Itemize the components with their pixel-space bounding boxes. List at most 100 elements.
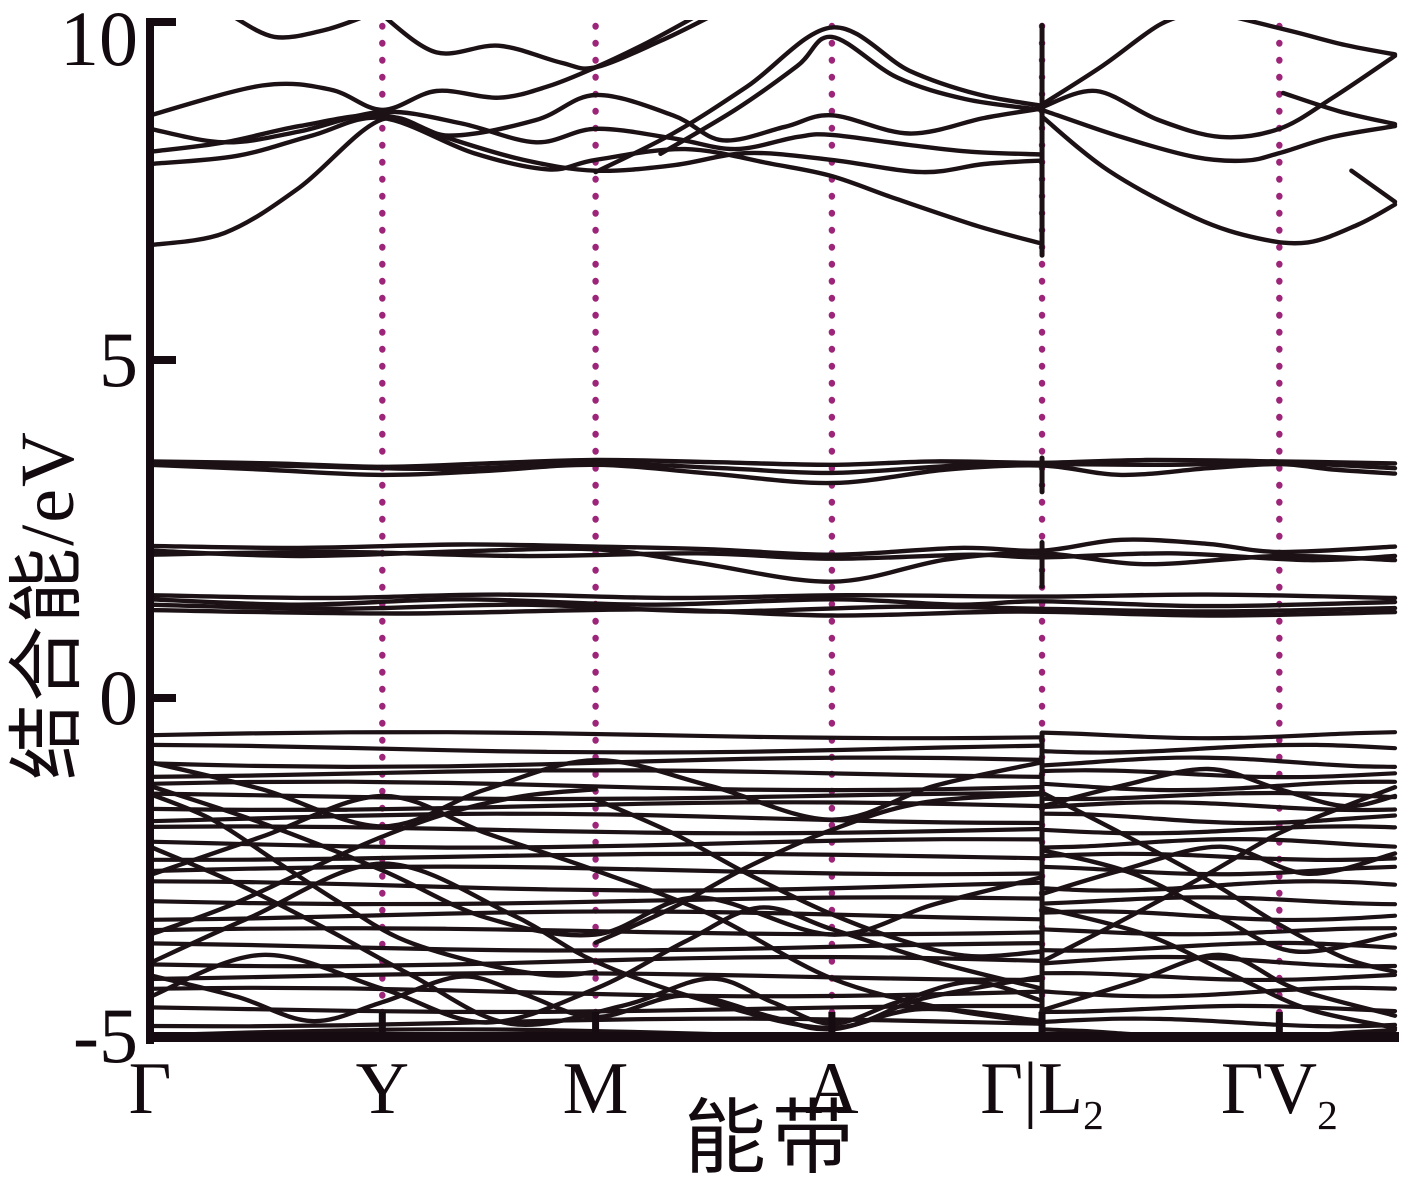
band-curve bbox=[384, 20, 709, 71]
band-curve bbox=[147, 895, 1045, 907]
band-curve bbox=[147, 811, 1045, 826]
y-tick-mark bbox=[154, 694, 176, 702]
band-curve bbox=[147, 592, 1398, 601]
y-tick-label: 10 bbox=[60, 0, 138, 82]
y-tick-label: -5 bbox=[73, 992, 138, 1079]
band-curve bbox=[234, 20, 362, 40]
band-curve bbox=[147, 460, 1398, 476]
band-curve bbox=[147, 909, 1045, 922]
y-tick-mark bbox=[154, 356, 176, 364]
band-curve bbox=[1039, 940, 1398, 953]
band-curve bbox=[147, 92, 1045, 248]
y-tick-mark bbox=[154, 1032, 176, 1040]
band-curve bbox=[147, 790, 1045, 802]
band-curve bbox=[1039, 779, 1398, 793]
band-curve bbox=[1039, 790, 1398, 802]
band-curve bbox=[147, 879, 1045, 893]
band-curve bbox=[1039, 53, 1398, 140]
band-curve bbox=[1039, 837, 1398, 850]
x-tick-label: M bbox=[562, 1048, 629, 1130]
band-curve bbox=[147, 970, 1045, 983]
band-curve bbox=[1039, 755, 1398, 769]
band-curve bbox=[147, 985, 1045, 999]
x-tick-mark bbox=[1275, 1012, 1283, 1032]
axes bbox=[146, 18, 1399, 1044]
band-curve bbox=[1039, 1016, 1398, 1029]
x-tick-mark bbox=[378, 1012, 386, 1032]
band-curve bbox=[1280, 90, 1398, 127]
band-curve bbox=[147, 549, 1398, 563]
band-curve bbox=[1039, 879, 1398, 893]
band-curve bbox=[147, 115, 1045, 246]
band-curve bbox=[1039, 768, 1398, 780]
y-axis-spine bbox=[146, 18, 154, 1044]
band-curve bbox=[147, 851, 1045, 862]
x-tick-mark bbox=[828, 1012, 836, 1032]
band-curve bbox=[1039, 1003, 1398, 1015]
x-tick-label: Γ bbox=[128, 1048, 172, 1130]
band-curve bbox=[1039, 905, 1398, 1031]
x-tick-label: A bbox=[805, 1048, 859, 1130]
band-curve bbox=[1039, 20, 1176, 107]
band-curve bbox=[147, 742, 1045, 755]
x-tick-label: Γ|L2 bbox=[980, 1048, 1104, 1138]
x-tick-mark bbox=[592, 1012, 600, 1032]
band-curve bbox=[1349, 168, 1398, 204]
band-curve bbox=[1039, 971, 1398, 983]
band-curve bbox=[1039, 895, 1398, 907]
band-curve bbox=[1039, 800, 1398, 813]
band-curve bbox=[147, 954, 1045, 969]
band-curve bbox=[1237, 20, 1398, 57]
band-curve bbox=[1039, 985, 1398, 999]
band-curve bbox=[147, 109, 1045, 157]
band-curve bbox=[147, 864, 1045, 877]
band-curve bbox=[147, 755, 1045, 769]
y-tick-label: 5 bbox=[99, 316, 138, 403]
band-curve bbox=[1039, 107, 1398, 164]
band-curve bbox=[147, 800, 1045, 813]
band-curve bbox=[147, 537, 1398, 557]
band-curve bbox=[147, 787, 598, 937]
x-tick-mark bbox=[1038, 1012, 1046, 1032]
x-axis-spine bbox=[146, 1032, 1399, 1042]
band-curve bbox=[658, 34, 1045, 156]
band-curve bbox=[147, 837, 1045, 850]
band-curve bbox=[147, 844, 1045, 1027]
band-curve bbox=[147, 779, 1045, 793]
band-curve bbox=[1039, 952, 1398, 1018]
band-curve bbox=[147, 112, 1045, 175]
x-tick-label: ΓV2 bbox=[1220, 1048, 1338, 1138]
band-curve bbox=[147, 730, 1045, 741]
x-tick-label: Y bbox=[355, 1048, 410, 1130]
band-curve bbox=[1039, 954, 1398, 969]
band-curve bbox=[147, 461, 1398, 486]
y-tick-mark bbox=[154, 18, 176, 26]
band-curve bbox=[1039, 851, 1398, 863]
band-curve bbox=[1039, 824, 1398, 836]
x-tick-mark bbox=[146, 1012, 154, 1032]
band-curve bbox=[1039, 926, 1398, 937]
band-curve bbox=[147, 597, 1398, 609]
band-curve bbox=[1039, 742, 1398, 755]
y-tick-label: 0 bbox=[99, 654, 138, 741]
band-curve bbox=[147, 757, 1045, 829]
band-curve bbox=[147, 607, 1398, 618]
band-curve bbox=[593, 25, 1045, 175]
band-curve bbox=[1039, 811, 1398, 826]
band-curve bbox=[147, 1003, 1045, 1015]
band-curve bbox=[147, 602, 1398, 614]
band-curve bbox=[147, 941, 1045, 953]
band-curve bbox=[147, 824, 1045, 836]
x-axis-title: 能带 bbox=[683, 1093, 860, 1181]
band-curve bbox=[1039, 730, 1398, 741]
energy-bands bbox=[147, 20, 1398, 1041]
band-curve bbox=[1039, 909, 1398, 923]
band-curve bbox=[1039, 864, 1398, 877]
band-curve bbox=[147, 20, 694, 118]
band-curve bbox=[1039, 114, 1398, 246]
band-curve bbox=[147, 926, 1045, 937]
y-axis-title: 结合能/eV bbox=[6, 430, 90, 780]
band-curve bbox=[147, 768, 1045, 779]
